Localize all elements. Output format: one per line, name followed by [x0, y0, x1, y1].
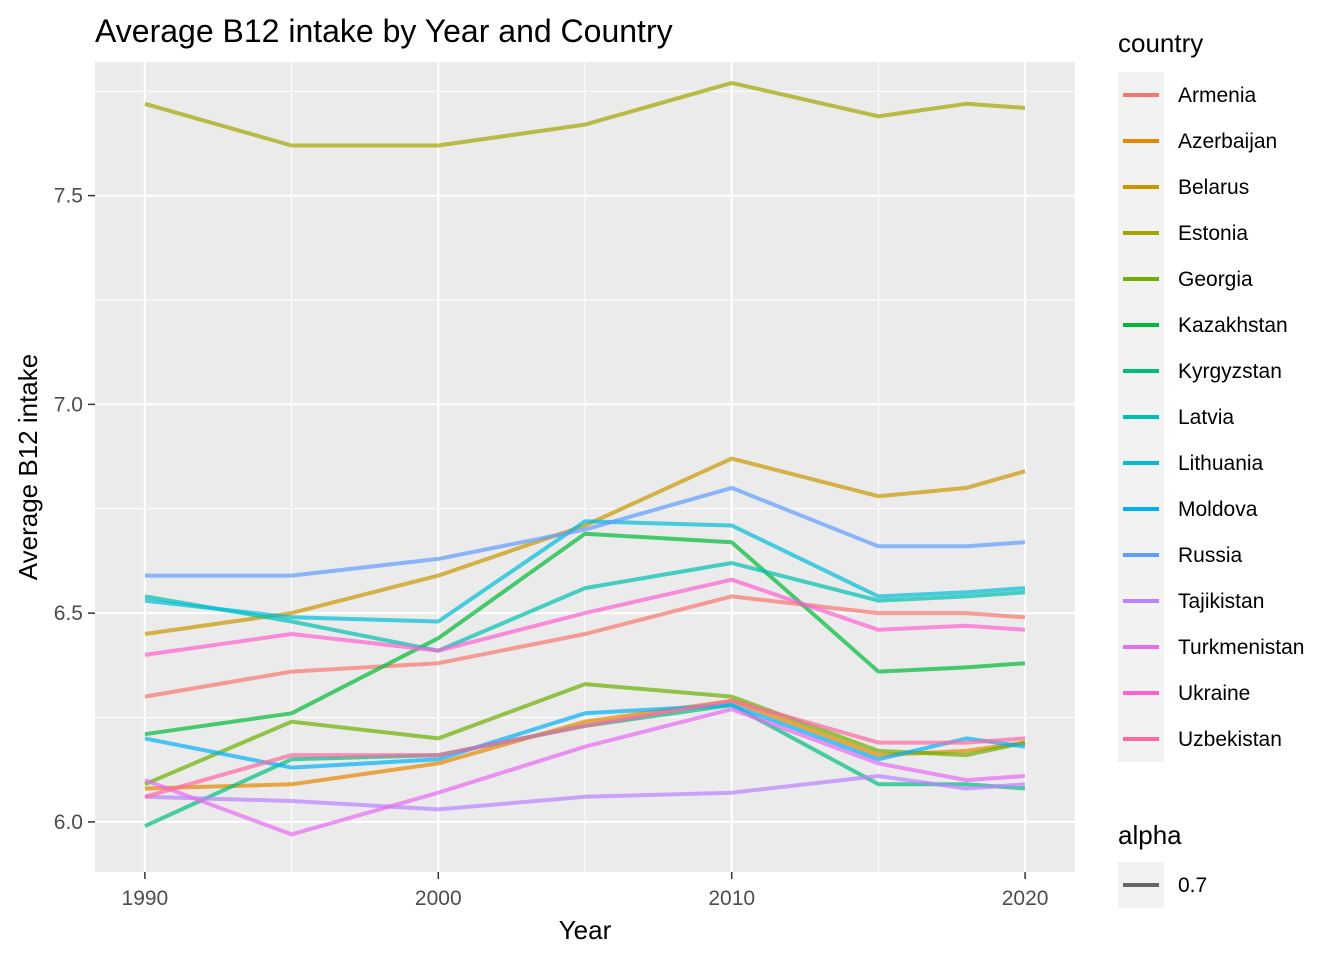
- legend-label: Azerbaijan: [1178, 130, 1277, 153]
- series-line-uzbekistan: [144, 698, 1026, 799]
- x-axis-title: Year: [559, 915, 612, 945]
- series-line-turkmenistan: [144, 707, 1026, 837]
- series-line-belarus: [144, 456, 1026, 636]
- legend-label: Kazakhstan: [1178, 314, 1288, 337]
- legend-label: Georgia: [1178, 268, 1253, 291]
- series-line-georgia: [144, 682, 1026, 787]
- series-line-russia: [144, 485, 1026, 578]
- legend-label: Moldova: [1178, 498, 1258, 521]
- x-tick-label: 2020: [1002, 887, 1049, 910]
- major-gridlines: [95, 62, 1075, 872]
- legend-title: country: [1118, 28, 1203, 58]
- series-line-tajikistan: [144, 774, 1026, 812]
- chart-title: Average B12 intake by Year and Country: [95, 13, 673, 49]
- legend-label: Russia: [1178, 544, 1243, 567]
- series-line-ukraine: [144, 577, 1026, 657]
- x-tick-label: 2000: [415, 887, 462, 910]
- legend-label: Tajikistan: [1178, 590, 1264, 613]
- y-axis: 6.0 6.5 7.0 7.5: [54, 185, 95, 834]
- legend-label: Armenia: [1178, 84, 1257, 107]
- alpha-legend-title: alpha: [1118, 820, 1182, 850]
- x-axis: 1990 2000 2010 2020: [122, 872, 1049, 910]
- y-tick-label: 7.5: [54, 185, 83, 208]
- legend-label: Ukraine: [1178, 682, 1250, 705]
- series-line-kyrgyzstan: [144, 703, 1026, 828]
- y-tick-label: 6.0: [54, 811, 83, 834]
- legend-label: Uzbekistan: [1178, 728, 1282, 751]
- series-line-azerbaijan: [144, 698, 1026, 791]
- legend-label: Turkmenistan: [1178, 636, 1304, 659]
- y-tick-label: 7.0: [54, 393, 83, 416]
- y-axis-title: Average B12 intake: [13, 354, 43, 580]
- legend-label: Belarus: [1178, 176, 1249, 199]
- legend-label: Lithuania: [1178, 452, 1264, 475]
- series-line-estonia: [144, 80, 1026, 148]
- legend-label: Kyrgyzstan: [1178, 360, 1282, 383]
- series-line-lithuania: [144, 519, 1026, 624]
- legend-label: Estonia: [1178, 222, 1248, 245]
- series-line-kazakhstan: [144, 531, 1026, 737]
- y-tick-label: 6.5: [54, 602, 83, 625]
- series-line-latvia: [144, 561, 1026, 653]
- alpha-legend-label: 0.7: [1178, 874, 1207, 897]
- x-tick-label: 1990: [122, 887, 169, 910]
- series-lines: [144, 80, 1026, 837]
- alpha-legend: alpha 0.7: [1118, 820, 1207, 908]
- legend: country Armenia Azerbaijan Belarus Estonia G…: [1118, 28, 1304, 762]
- x-tick-label: 2010: [708, 887, 755, 910]
- series-line-armenia: [144, 594, 1026, 699]
- legend-label: Latvia: [1178, 406, 1234, 429]
